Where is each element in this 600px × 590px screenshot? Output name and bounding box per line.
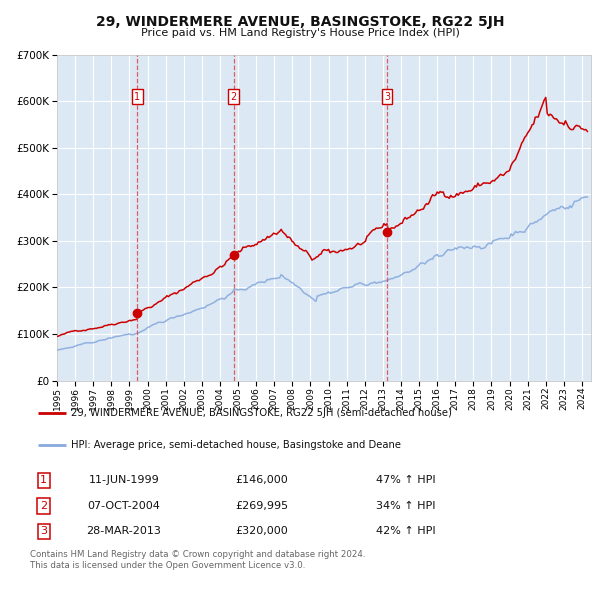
Text: 1: 1 <box>134 91 140 101</box>
Text: Contains HM Land Registry data © Crown copyright and database right 2024.: Contains HM Land Registry data © Crown c… <box>30 550 365 559</box>
Text: 29, WINDERMERE AVENUE, BASINGSTOKE, RG22 5JH (semi-detached house): 29, WINDERMERE AVENUE, BASINGSTOKE, RG22… <box>71 408 452 418</box>
Text: 3: 3 <box>40 526 47 536</box>
Text: 07-OCT-2004: 07-OCT-2004 <box>88 501 160 511</box>
Text: 11-JUN-1999: 11-JUN-1999 <box>88 476 159 486</box>
Text: 34% ↑ HPI: 34% ↑ HPI <box>376 501 435 511</box>
Text: This data is licensed under the Open Government Licence v3.0.: This data is licensed under the Open Gov… <box>30 560 305 569</box>
Text: 47% ↑ HPI: 47% ↑ HPI <box>376 476 435 486</box>
Text: £146,000: £146,000 <box>235 476 288 486</box>
Text: 42% ↑ HPI: 42% ↑ HPI <box>376 526 435 536</box>
Text: Price paid vs. HM Land Registry's House Price Index (HPI): Price paid vs. HM Land Registry's House … <box>140 28 460 38</box>
Text: 3: 3 <box>384 91 390 101</box>
Text: HPI: Average price, semi-detached house, Basingstoke and Deane: HPI: Average price, semi-detached house,… <box>71 440 401 450</box>
Text: £320,000: £320,000 <box>235 526 288 536</box>
Text: 2: 2 <box>40 501 47 511</box>
Text: 1: 1 <box>40 476 47 486</box>
Text: 29, WINDERMERE AVENUE, BASINGSTOKE, RG22 5JH: 29, WINDERMERE AVENUE, BASINGSTOKE, RG22… <box>96 15 504 29</box>
Text: 2: 2 <box>231 91 237 101</box>
Text: 28-MAR-2013: 28-MAR-2013 <box>86 526 161 536</box>
Text: £269,995: £269,995 <box>235 501 289 511</box>
